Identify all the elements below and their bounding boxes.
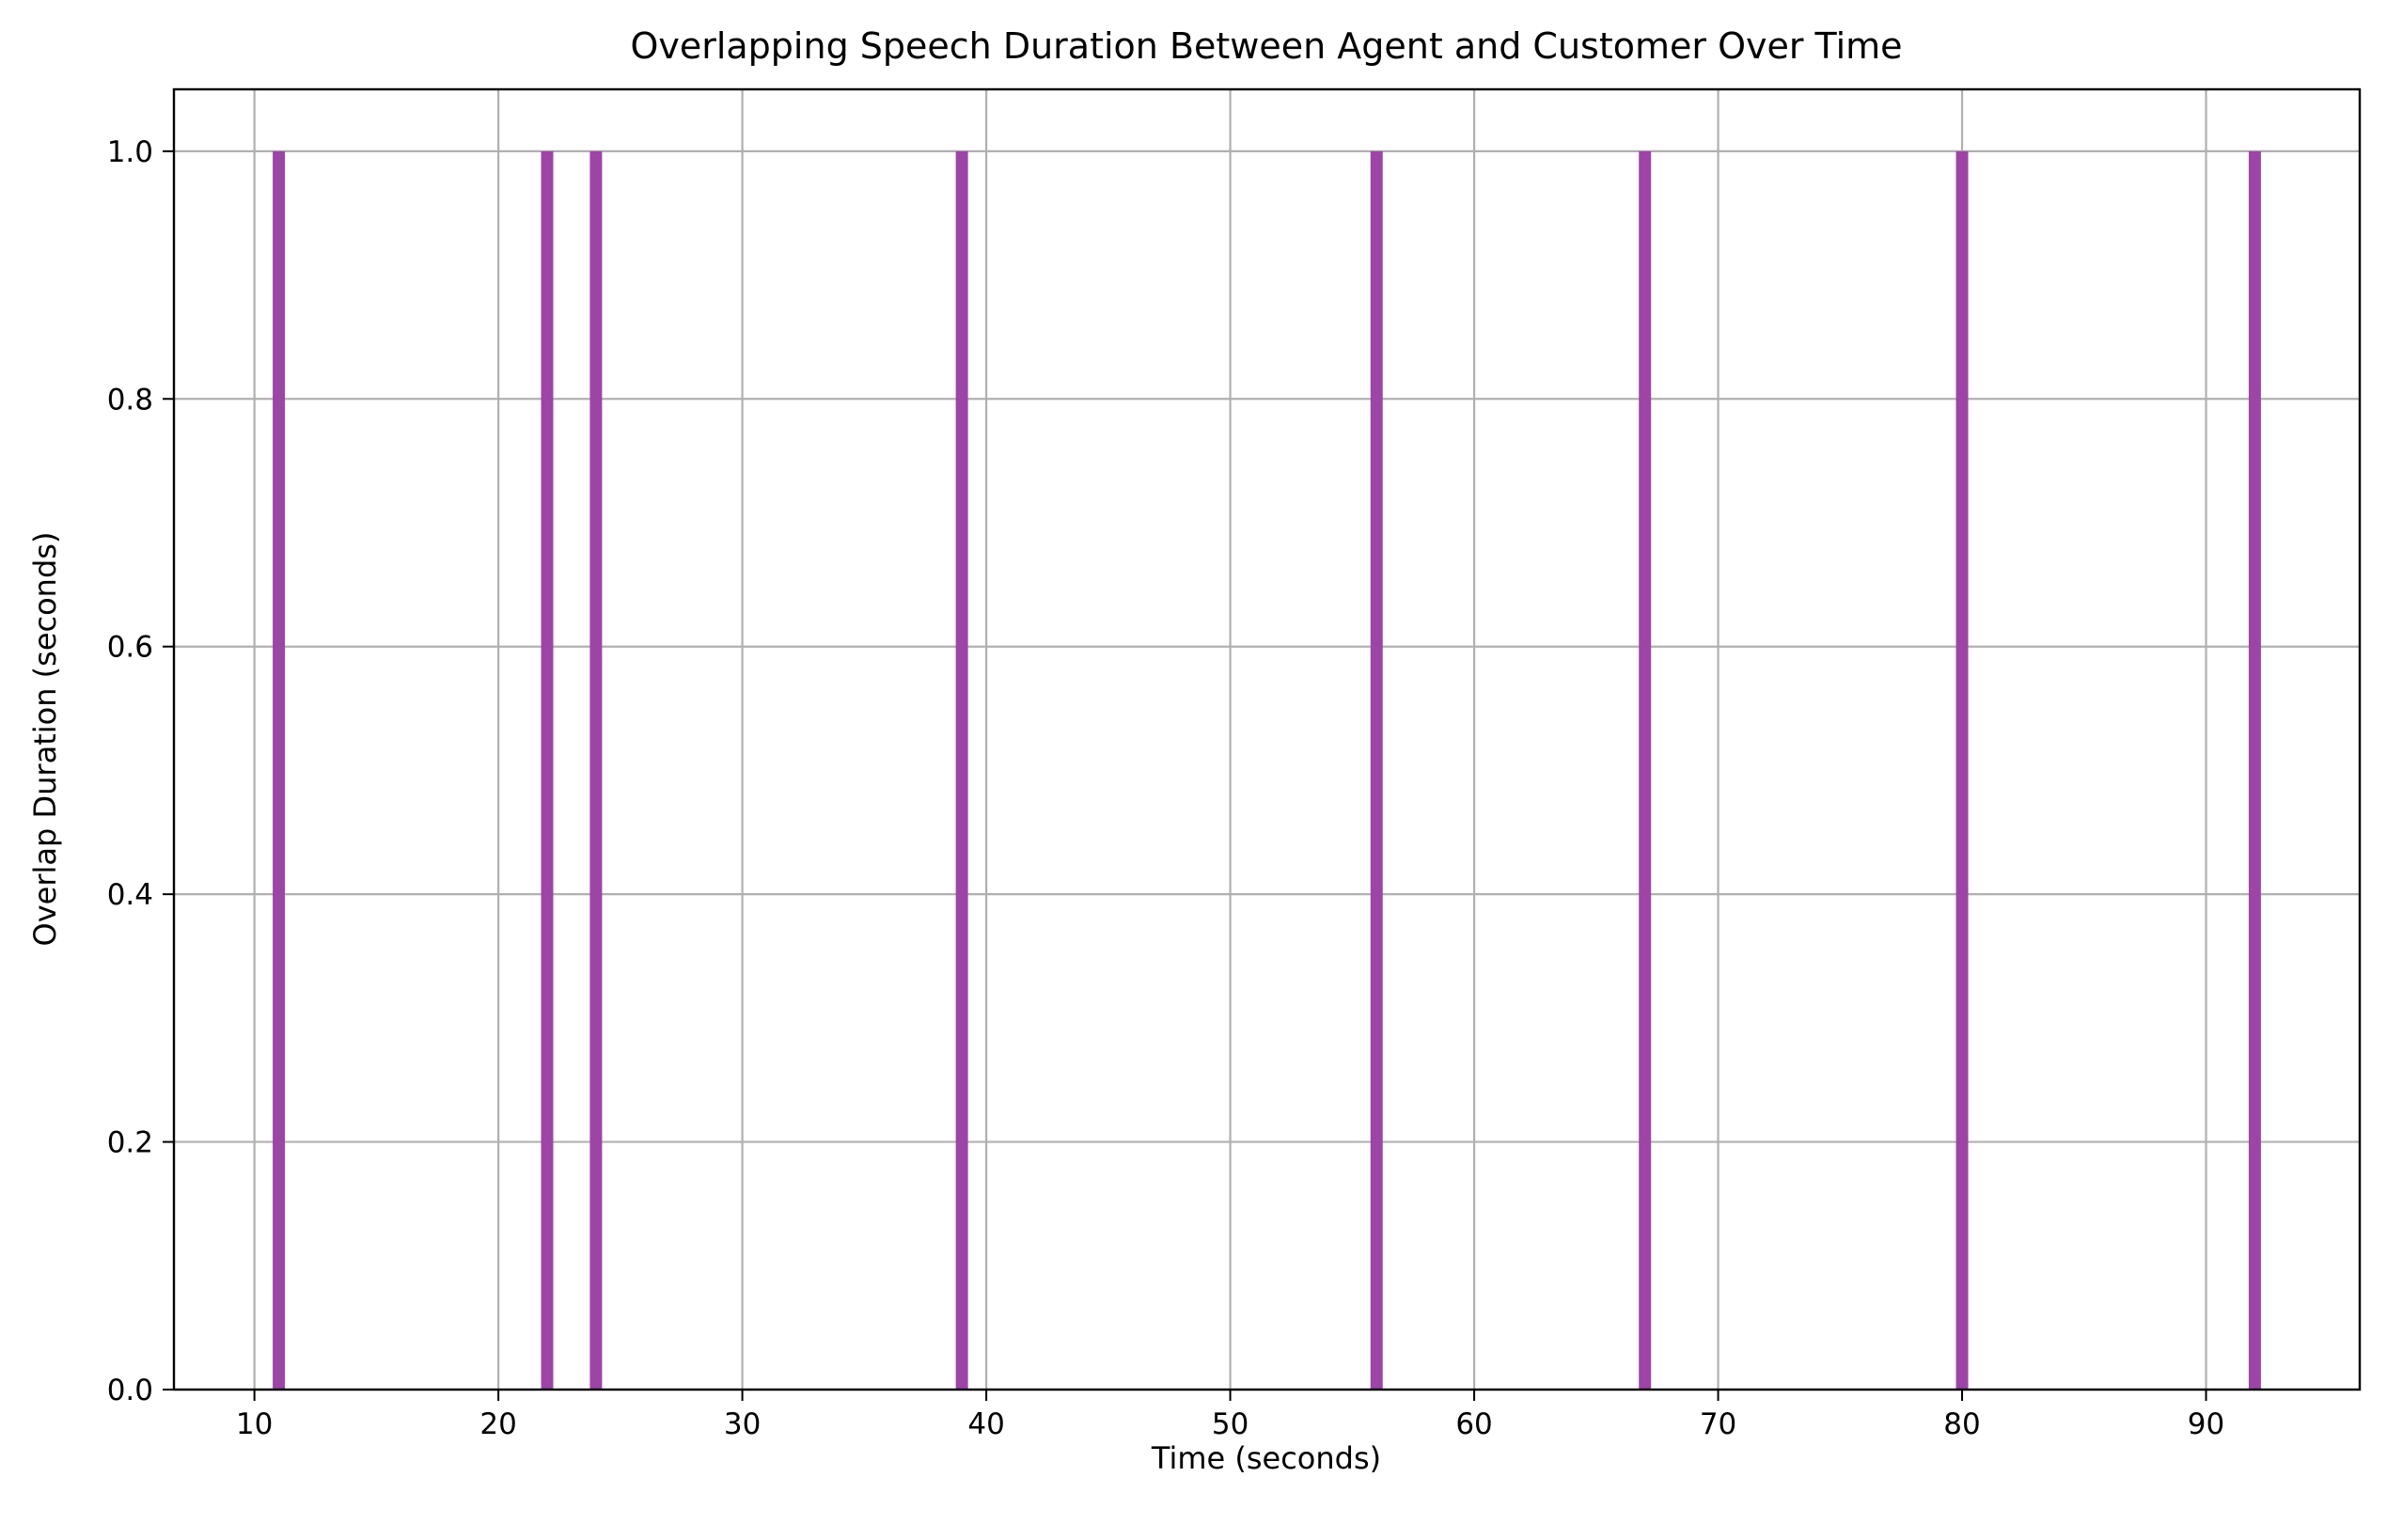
y-tick-label-1: 0.2 [107,1126,153,1160]
bar-6 [1955,150,1969,1390]
chart-title: Overlapping Speech Duration Between Agen… [630,25,1902,67]
bar-0 [273,150,286,1390]
bars [273,150,2261,1390]
y-tick-label-2: 0.4 [107,878,153,912]
grid-lines [174,89,2360,1391]
x-tick-label-1: 20 [479,1407,516,1441]
y-tick-label-4: 0.8 [107,383,153,416]
bar-2 [589,150,603,1390]
x-tick-label-7: 80 [1943,1407,1980,1441]
x-tick-label-4: 50 [1212,1407,1248,1441]
x-axis-ticks: 10 20 30 40 50 60 70 80 90 [236,1390,2224,1441]
bar-4 [1370,150,1383,1390]
x-tick-label-6: 70 [1700,1407,1736,1441]
bar-1 [541,150,554,1390]
bar-3 [955,150,968,1390]
bar-5 [1639,150,1652,1390]
y-tick-label-3: 0.6 [107,631,153,665]
x-tick-label-3: 40 [967,1407,1004,1441]
y-tick-label-5: 1.0 [107,135,153,169]
x-axis-label: Time (seconds) [1151,1440,1381,1476]
x-tick-label-5: 60 [1455,1407,1492,1441]
x-tick-label-8: 90 [2188,1407,2224,1441]
y-axis-label: Overlap Duration (seconds) [27,532,63,947]
plot-frame [172,87,2362,1391]
y-tick-label-0: 0.0 [107,1374,153,1407]
bar-7 [2248,150,2261,1390]
y-axis-ticks: 0.0 0.2 0.4 0.6 0.8 1.0 [107,135,174,1407]
x-tick-label-0: 10 [236,1407,273,1441]
x-tick-label-2: 30 [724,1407,761,1441]
